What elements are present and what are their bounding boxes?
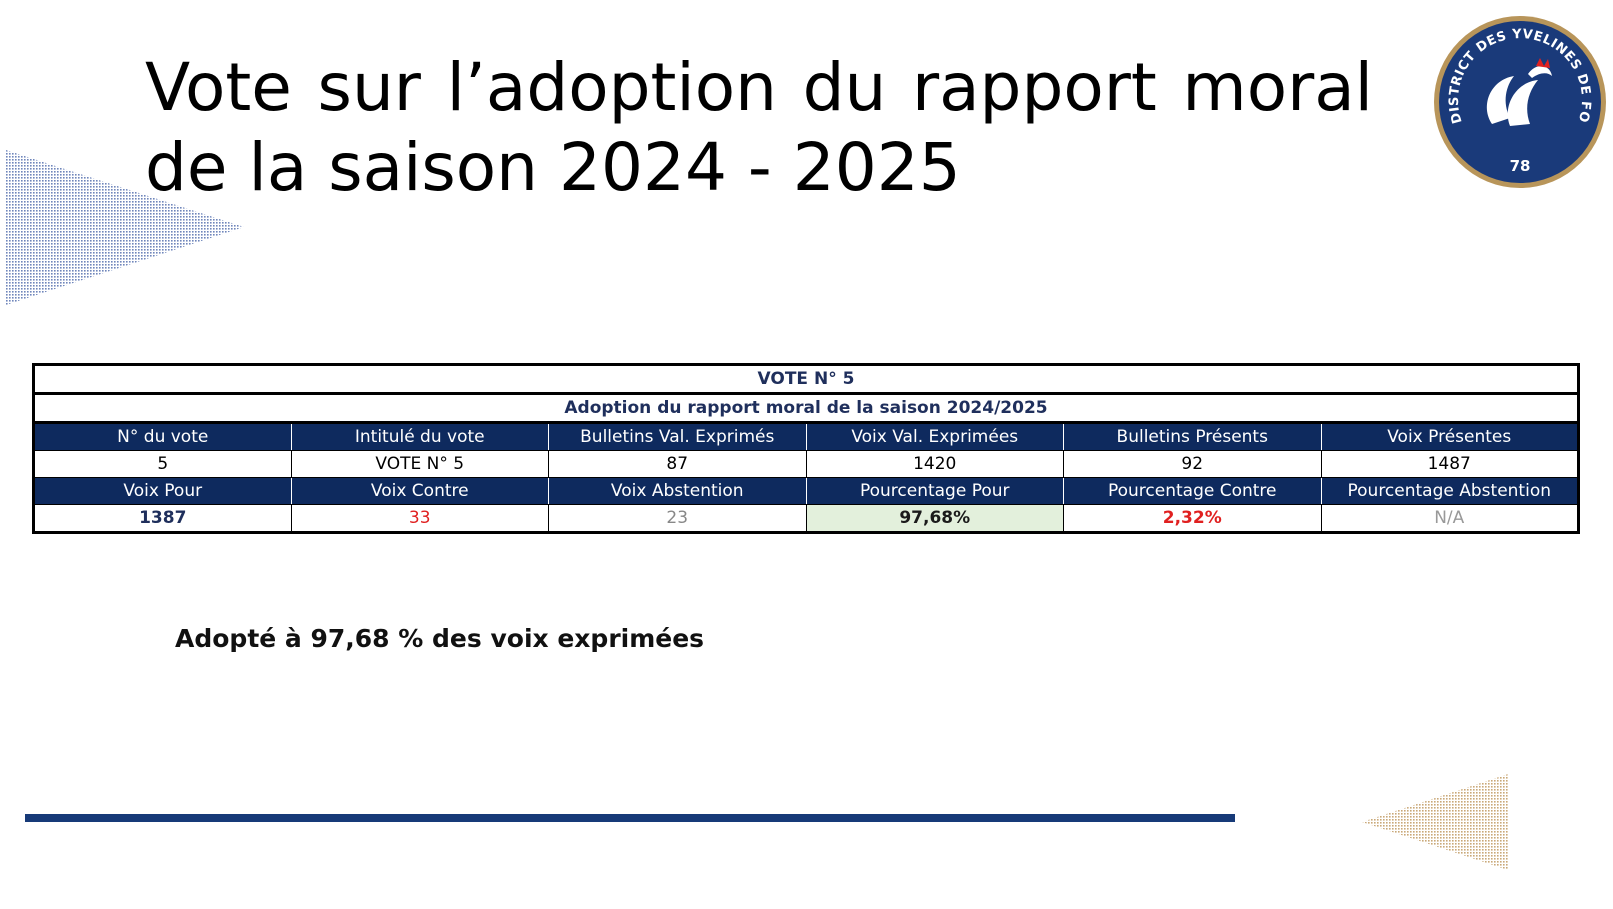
header-cell: Bulletins Val. Exprimés <box>548 422 807 451</box>
right-dotted-triangle-decoration <box>1362 774 1508 870</box>
header-cell: Pourcentage Contre <box>1063 477 1322 505</box>
table-row: 5 VOTE N° 5 87 1420 92 1487 <box>33 450 1579 478</box>
header-cell: Voix Abstention <box>548 477 807 505</box>
header-cell: Intitulé du vote <box>290 422 549 451</box>
header-cell: Bulletins Présents <box>1063 422 1322 451</box>
header-cell: Voix Pour <box>33 477 292 505</box>
table-row: 1387 33 23 97,68% 2,32% N/A <box>33 504 1579 533</box>
value-cell: VOTE N° 5 <box>290 450 549 478</box>
value-cell: 87 <box>548 450 807 478</box>
footer-bar <box>25 814 1235 822</box>
header-cell: Pourcentage Pour <box>805 477 1064 505</box>
table-header-row: Voix Pour Voix Contre Voix Abstention Po… <box>33 477 1579 505</box>
voix-contre-value: 33 <box>290 504 549 533</box>
header-cell: Voix Contre <box>290 477 549 505</box>
value-cell: 5 <box>33 450 292 478</box>
page-title: Vote sur l’adoption du rapport moral de … <box>145 49 1373 206</box>
left-dotted-triangle-decoration <box>6 150 244 305</box>
header-cell: Voix Présentes <box>1320 422 1579 451</box>
pourcentage-contre-value: 2,32% <box>1063 504 1322 533</box>
logo-number: 78 <box>1510 157 1531 175</box>
vote-results-table: VOTE N° 5 Adoption du rapport moral de l… <box>32 363 1580 534</box>
value-cell: 1487 <box>1320 450 1579 478</box>
value-cell: 1420 <box>805 450 1064 478</box>
voix-pour-value: 1387 <box>33 504 292 533</box>
pourcentage-abstention-value: N/A <box>1320 504 1579 533</box>
pourcentage-pour-value: 97,68% <box>805 504 1064 533</box>
value-cell: 92 <box>1063 450 1322 478</box>
header-cell: Voix Val. Exprimées <box>805 422 1064 451</box>
voix-abstention-value: 23 <box>548 504 807 533</box>
header-cell: Pourcentage Abstention <box>1320 477 1579 505</box>
table-header-row: N° du vote Intitulé du vote Bulletins Va… <box>33 422 1579 451</box>
district-logo: DISTRICT DES YVELINES DE FOOTBALL 78 <box>1432 14 1606 188</box>
vote-number-heading: VOTE N° 5 <box>33 364 1579 395</box>
header-cell: N° du vote <box>33 422 292 451</box>
vote-subject-heading: Adoption du rapport moral de la saison 2… <box>33 393 1579 424</box>
result-summary: Adopté à 97,68 % des voix exprimées <box>175 624 705 653</box>
